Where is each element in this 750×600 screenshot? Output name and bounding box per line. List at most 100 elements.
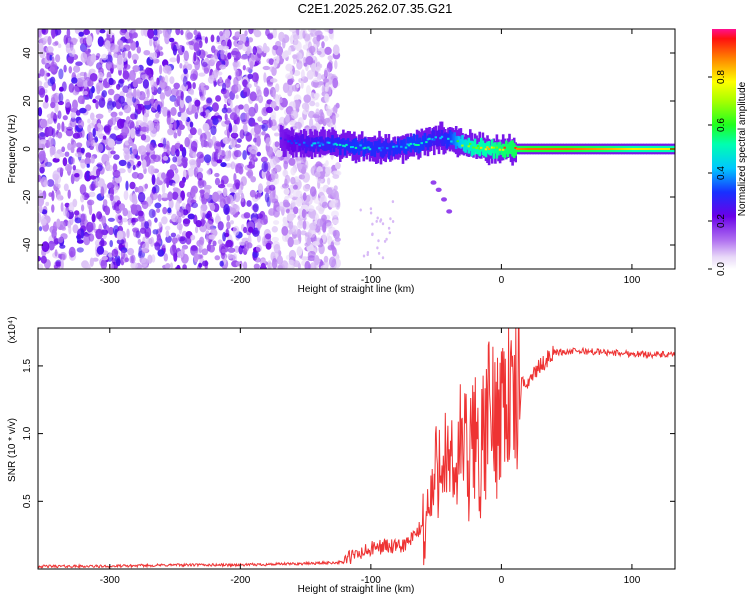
noise-speckle <box>50 61 58 73</box>
noise-speckle <box>377 239 380 243</box>
noise-speckle <box>144 221 150 229</box>
noise-speckle <box>52 114 59 119</box>
signal-band <box>287 134 290 151</box>
noise-speckle <box>169 57 177 63</box>
noise-speckle <box>208 234 216 240</box>
signal-band <box>401 140 405 150</box>
noise-speckle <box>272 89 276 100</box>
noise-speckle <box>146 124 150 134</box>
signal-core <box>354 146 358 149</box>
signal-band <box>400 140 403 151</box>
signal-core <box>624 148 627 150</box>
signal-band <box>324 137 328 151</box>
noise-speckle <box>179 97 185 109</box>
signal-core <box>539 148 542 150</box>
noise-speckle <box>149 52 155 60</box>
noise-speckle <box>383 239 387 243</box>
noise-speckle <box>153 43 160 53</box>
snr-xlabel: Height of straight line (km) <box>298 584 415 595</box>
noise-speckle <box>98 97 106 108</box>
signal-band <box>404 143 408 155</box>
noise-speckle <box>38 195 45 207</box>
noise-speckle <box>153 184 160 194</box>
noise-speckle <box>76 81 83 88</box>
noise-speckle <box>88 122 95 129</box>
noise-speckle <box>221 40 227 48</box>
noise-speckle <box>318 186 325 198</box>
signal-core <box>326 141 329 144</box>
noise-speckle <box>154 202 162 209</box>
noise-speckle <box>117 54 123 66</box>
noise-speckle <box>293 70 301 77</box>
noise-speckle <box>262 42 268 54</box>
noise-speckle <box>167 207 172 214</box>
noise-speckle <box>318 119 324 125</box>
signal-core <box>633 148 636 150</box>
signal-core <box>295 142 298 145</box>
signal-core <box>630 148 633 150</box>
noise-speckle <box>142 79 149 89</box>
signal-core <box>312 142 315 145</box>
noise-speckle <box>39 132 46 137</box>
noise-speckle <box>210 34 215 43</box>
noise-speckle <box>248 106 256 117</box>
noise-speckle <box>288 157 296 166</box>
noise-speckle <box>112 169 121 179</box>
noise-speckle <box>229 207 237 215</box>
noise-speckle <box>217 221 224 231</box>
noise-speckle <box>263 72 267 83</box>
colorbar: 0.0 0.2 0.4 0.6 0.8 Normalized spectral ampl… <box>708 29 748 276</box>
signal-core <box>580 148 583 150</box>
signal-band <box>442 133 445 147</box>
noise-speckle <box>126 228 130 239</box>
noise-speckle <box>181 202 186 210</box>
noise-speckle <box>152 36 159 41</box>
noise-speckle <box>74 173 80 178</box>
noise-speckle <box>176 53 180 64</box>
noise-speckle <box>238 241 246 246</box>
signal-core <box>404 146 408 149</box>
noise-speckle <box>66 126 73 131</box>
noise-speckle <box>71 77 78 84</box>
noise-speckle <box>94 136 98 143</box>
noise-speckle <box>116 238 125 245</box>
noise-speckle <box>86 170 90 181</box>
noise-speckle <box>173 132 178 139</box>
noise-speckle <box>310 29 317 37</box>
noise-speckle <box>100 186 105 198</box>
signal-band <box>299 135 303 148</box>
noise-speckle <box>171 191 179 200</box>
signal-core <box>335 143 339 146</box>
noise-speckle <box>225 117 230 124</box>
noise-speckle <box>84 79 88 90</box>
signal-core <box>303 141 306 144</box>
signal-core <box>476 145 480 148</box>
noise-speckle <box>227 247 236 253</box>
colorbar-tick-label: 0.8 <box>716 70 727 84</box>
noise-speckle <box>57 131 63 139</box>
noise-speckle <box>165 225 171 231</box>
signal-core <box>527 148 530 150</box>
noise-speckle <box>193 42 200 52</box>
signal-core <box>588 148 591 150</box>
noise-speckle <box>146 237 151 245</box>
noise-speckle <box>51 29 56 39</box>
noise-speckle <box>138 246 142 257</box>
noise-speckle <box>201 248 208 256</box>
noise-speckle <box>244 30 248 37</box>
signal-core <box>514 147 517 149</box>
noise-speckle <box>270 179 278 186</box>
noise-speckle <box>244 40 250 47</box>
noise-speckle <box>67 56 74 64</box>
signal-core <box>610 148 613 150</box>
noise-speckle <box>249 189 256 198</box>
noise-speckle <box>38 42 44 52</box>
noise-speckle <box>250 176 257 183</box>
noise-speckle <box>232 124 238 134</box>
noise-speckle <box>229 187 237 193</box>
signal-core <box>456 140 459 143</box>
signal-core <box>584 148 588 150</box>
signal-core <box>523 148 527 150</box>
signal-core <box>658 148 661 150</box>
